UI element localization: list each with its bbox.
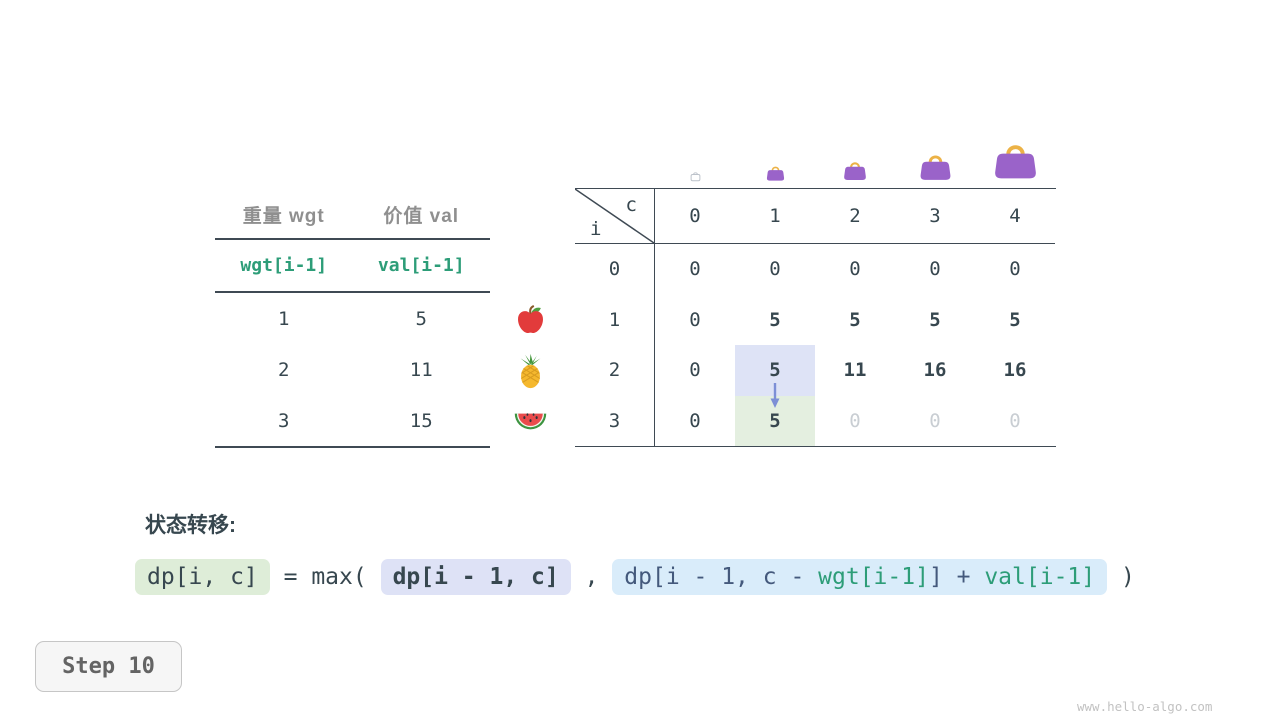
dp-table: c i 0 1 2 3 4 0 0 0 0 0 0 1 0 5 5 5 5 2 0 5 11 16 16 3 0 5 0 0 0 — [575, 188, 1056, 447]
bag-icon — [843, 159, 867, 182]
dp-cell-1-3: 5 — [929, 308, 941, 331]
dp-cell-0-3: 0 — [929, 258, 941, 281]
watermelon-icon — [512, 403, 548, 439]
dp-row-header: 2 — [575, 345, 655, 396]
formula-text: , — [570, 564, 613, 590]
corner-col-var: c — [625, 194, 637, 216]
items-rows: 1 5 2 11 3 15 — [215, 293, 490, 448]
item-row: 2 11 — [215, 344, 490, 395]
dp-cell-0-2: 0 — [849, 258, 861, 281]
dp-cell-0-1: 0 — [769, 258, 781, 281]
dp-cell-1-2: 5 — [849, 308, 861, 331]
formula-segment: dp[i, c] — [147, 564, 258, 590]
watermark: www.hello-algo.com — [1077, 699, 1213, 714]
formula-segment: dp[i - 1, c] — [392, 564, 559, 590]
corner-row-var: i — [590, 218, 602, 240]
transition-arrow-icon — [770, 383, 780, 408]
item-weight: 1 — [278, 307, 290, 330]
item-value: 5 — [415, 307, 427, 330]
formula-chip-green: dp[i, c] — [135, 559, 270, 595]
formula-chip-blue: dp[i - 1, c - wgt[i-1]] + val[i-1] — [612, 559, 1108, 595]
dp-col-header: 2 — [815, 189, 895, 244]
dp-row-header: 0 — [575, 244, 655, 295]
bag-slot — [975, 139, 1055, 182]
item-value: 11 — [409, 358, 433, 381]
dp-row-header: 3 — [575, 395, 655, 446]
transition-label: 状态转移: — [145, 514, 236, 537]
step-badge: Step 10 — [35, 641, 182, 692]
bag-slot — [735, 164, 815, 182]
items-table: 重量 wgt 价值 val wgt[i-1] val[i-1] 1 5 2 11 3 15 — [215, 190, 490, 448]
dp-cell-2-3: 16 — [923, 359, 947, 382]
corner-diagonal-line — [575, 189, 654, 243]
formula-text: ) — [1107, 564, 1135, 590]
dp-cell-3-0: 0 — [689, 409, 701, 432]
formula-segment: wgt[i-1] — [818, 564, 929, 590]
dp-cell-3-2: 0 — [849, 409, 861, 432]
formula-segment: val[i-1] — [984, 564, 1096, 590]
items-col-header: 重量 wgt — [242, 205, 325, 227]
items-subheader: wgt[i-1] — [240, 255, 328, 276]
formula-row: dp[i, c] = max( dp[i - 1, c] , dp[i - 1,… — [135, 559, 1135, 595]
items-col-header: 价值 val — [383, 205, 460, 227]
item-row: 3 15 — [215, 395, 490, 446]
dp-cell-2-2: 11 — [843, 359, 867, 382]
items-subheader-row: wgt[i-1] val[i-1] — [215, 240, 490, 293]
dp-corner-cell: c i — [575, 189, 655, 244]
item-weight: 3 — [278, 409, 290, 432]
bag-icon — [766, 164, 785, 182]
bags-row — [655, 134, 1055, 182]
dp-cell-0-0: 0 — [689, 258, 701, 281]
bag-slot — [655, 170, 735, 182]
bag-slot — [815, 159, 895, 182]
dp-col-header: 4 — [975, 189, 1055, 244]
dp-row-header: 1 — [575, 294, 655, 345]
dp-cell-1-1: 5 — [769, 308, 781, 331]
dp-cell-1-0: 0 — [689, 308, 701, 331]
bag-icon — [993, 139, 1038, 182]
dp-cell-1-4: 5 — [1009, 308, 1021, 331]
formula-chip-lavender: dp[i - 1, c] — [380, 559, 571, 595]
pineapple-icon — [512, 353, 548, 389]
bag-slot — [895, 151, 975, 182]
apple-icon — [512, 302, 548, 338]
bag-icon — [919, 151, 952, 182]
dp-cell-3-3: 0 — [929, 409, 941, 432]
dp-cell-0-4: 0 — [1009, 258, 1021, 281]
empty-bag-icon — [689, 170, 702, 182]
item-value: 15 — [409, 409, 433, 432]
dp-col-header: 1 — [735, 189, 815, 244]
formula-segment: ] + — [928, 564, 985, 590]
formula-text: = max( — [269, 564, 381, 590]
dp-col-header: 0 — [655, 189, 735, 244]
items-subheader: val[i-1] — [377, 255, 465, 276]
dp-cell-2-0: 0 — [689, 359, 701, 382]
item-weight: 2 — [278, 358, 290, 381]
dp-cell-2-4: 16 — [1003, 359, 1027, 382]
dp-col-header: 3 — [895, 189, 975, 244]
items-header-row: 重量 wgt 价值 val — [215, 190, 490, 240]
dp-cell-3-4: 0 — [1009, 409, 1021, 432]
formula-segment: dp[i - 1, c - — [624, 564, 819, 590]
